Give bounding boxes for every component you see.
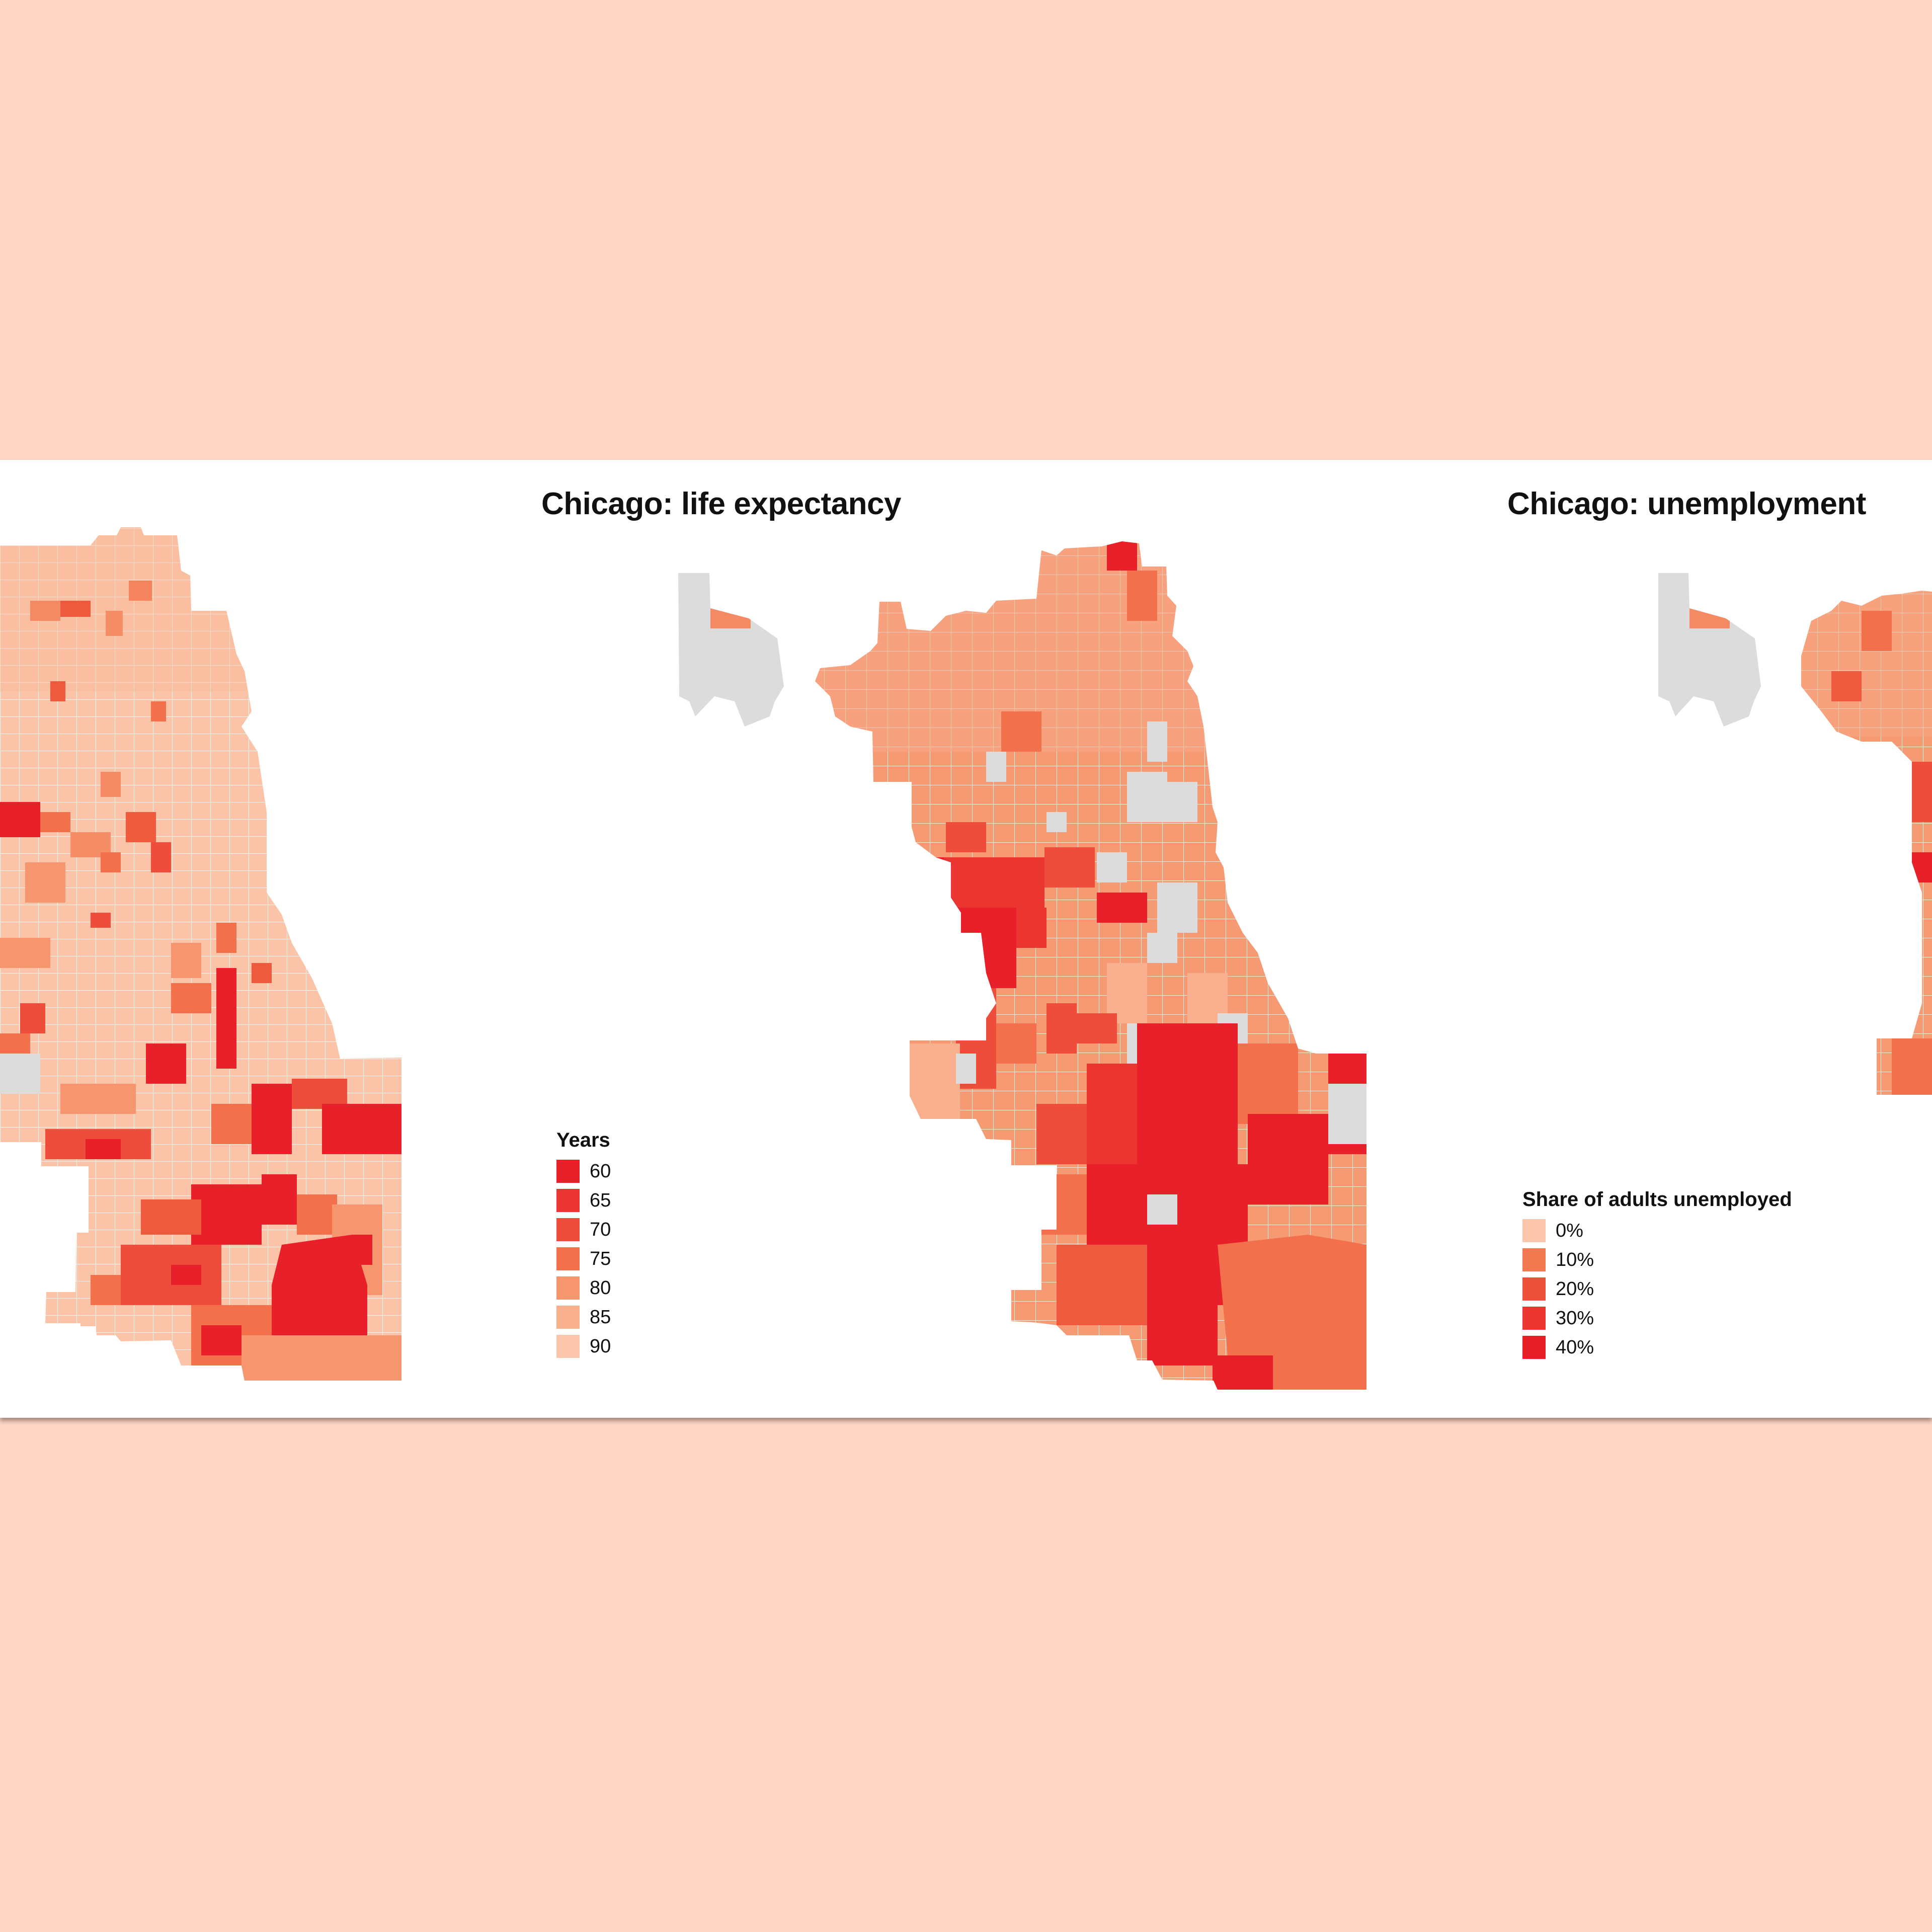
legend-swatch	[1522, 1277, 1546, 1301]
legend-item: 75	[556, 1244, 611, 1273]
legend-item: 85	[556, 1303, 611, 1332]
unemployment-legend: Share of adults unemployed 0% 10% 20% 30…	[1522, 1188, 1792, 1362]
legend-swatch	[556, 1189, 580, 1212]
legend-swatch	[556, 1306, 580, 1329]
unemployment-map	[815, 541, 1366, 1390]
legend-swatch	[556, 1335, 580, 1358]
unemployment-title: Chicago: unemployment	[1507, 487, 1866, 521]
legend-item: 90	[556, 1332, 611, 1361]
life-expectancy-legend: Years 60 65 70 75 80 85 90	[556, 1129, 611, 1361]
legend-label: 30%	[1556, 1307, 1594, 1329]
legend-label: 75	[590, 1248, 611, 1269]
legend-item: 65	[556, 1186, 611, 1215]
legend-label: 20%	[1556, 1278, 1594, 1300]
legend-label: 10%	[1556, 1249, 1594, 1270]
legend-swatch	[556, 1160, 580, 1183]
ohare-area-middle	[678, 573, 784, 727]
legend-label: 80	[590, 1277, 611, 1299]
legend-item: 70	[556, 1215, 611, 1244]
map-panel: Chicago: life expectancy Chicago: unempl…	[0, 460, 1932, 1418]
legend-label: 85	[590, 1306, 611, 1328]
choropleth-maps	[0, 527, 1932, 1390]
legend-label: 0%	[1556, 1220, 1583, 1241]
legend-swatch	[556, 1276, 580, 1300]
legend-item: 60	[556, 1157, 611, 1186]
legend-swatch	[1522, 1248, 1546, 1271]
legend-title: Years	[556, 1129, 610, 1151]
legend-item: 40%	[1522, 1333, 1792, 1362]
legend-title: Share of adults unemployed	[1522, 1188, 1792, 1211]
legend-label: 40%	[1556, 1336, 1594, 1358]
life-expectancy-map	[0, 527, 401, 1381]
legend-swatch	[1522, 1219, 1546, 1242]
legend-item: 80	[556, 1273, 611, 1303]
legend-item: 0%	[1522, 1216, 1792, 1245]
legend-label: 70	[590, 1219, 611, 1240]
legend-label: 65	[590, 1189, 611, 1211]
legend-swatch	[556, 1218, 580, 1241]
right-map-cropped	[1801, 591, 1932, 1095]
legend-swatch	[1522, 1307, 1546, 1330]
legend-item: 20%	[1522, 1274, 1792, 1304]
legend-item: 30%	[1522, 1304, 1792, 1333]
legend-item: 10%	[1522, 1245, 1792, 1274]
legend-swatch	[1522, 1336, 1546, 1359]
legend-label: 90	[590, 1335, 611, 1357]
legend-label: 60	[590, 1160, 611, 1182]
legend-swatch	[556, 1247, 580, 1270]
ohare-area-right	[1658, 573, 1761, 727]
life-expectancy-title: Chicago: life expectancy	[541, 487, 902, 521]
